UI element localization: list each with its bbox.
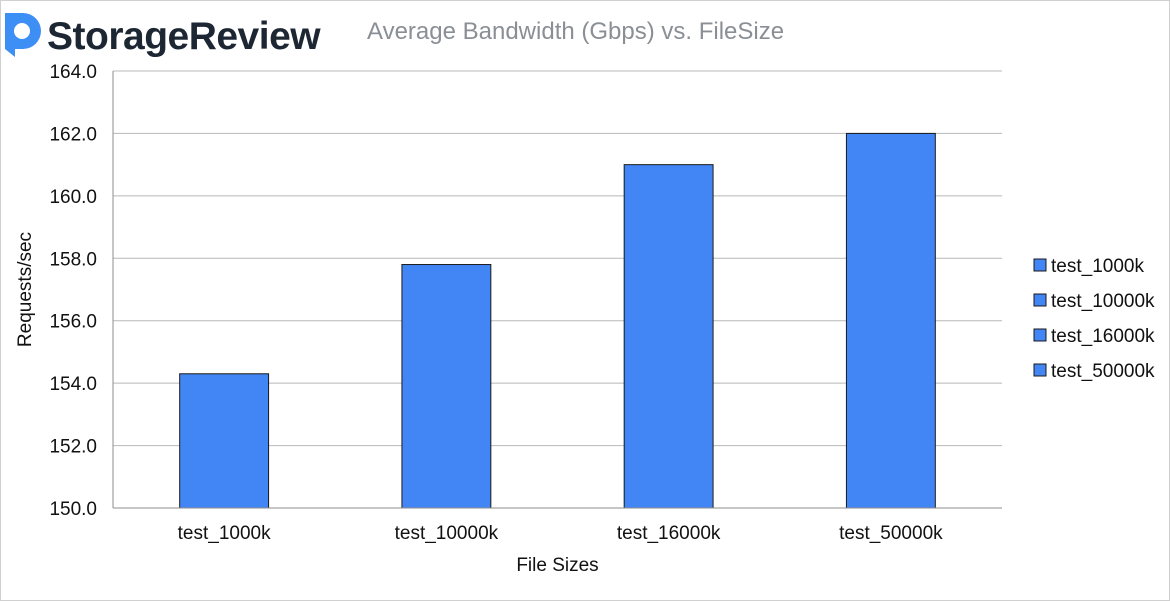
legend-label: test_16000k	[1051, 326, 1155, 347]
legend-label: test_50000k	[1051, 361, 1155, 382]
bar-test-16000k	[623, 164, 714, 509]
bar-test-50000k	[845, 132, 936, 509]
y-tick-label: 152.0	[49, 437, 97, 458]
legend-swatch	[1033, 293, 1047, 307]
y-axis-title: Requests/sec	[15, 232, 36, 347]
chart-title: Average Bandwidth (Gbps) vs. FileSize	[367, 18, 785, 45]
legend-label: test_10000k	[1051, 291, 1155, 312]
y-tick-label: 150.0	[49, 499, 97, 520]
y-tick-label: 160.0	[49, 187, 97, 208]
bar-test-10000k	[401, 264, 492, 509]
bar-test-1000k	[179, 373, 270, 509]
y-tick-label: 162.0	[49, 124, 97, 145]
x-tick-label: test_50000k	[839, 523, 943, 544]
y-tick-label: 156.0	[49, 312, 97, 333]
y-tick-label: 158.0	[49, 249, 97, 270]
x-tick-label: test_1000k	[178, 523, 271, 544]
legend-swatch	[1033, 363, 1047, 377]
x-axis-title: File Sizes	[516, 555, 598, 576]
x-tick-label: test_16000k	[617, 523, 721, 544]
legend-swatch	[1033, 258, 1047, 272]
x-tick-label: test_10000k	[395, 523, 499, 544]
y-tick-label: 154.0	[49, 374, 97, 395]
legend-swatch	[1033, 328, 1047, 342]
logo-text: StorageReview	[47, 15, 321, 58]
storagereview-logo-icon	[5, 13, 41, 57]
y-tick-label: 164.0	[49, 62, 97, 83]
legend-label: test_1000k	[1051, 256, 1144, 277]
